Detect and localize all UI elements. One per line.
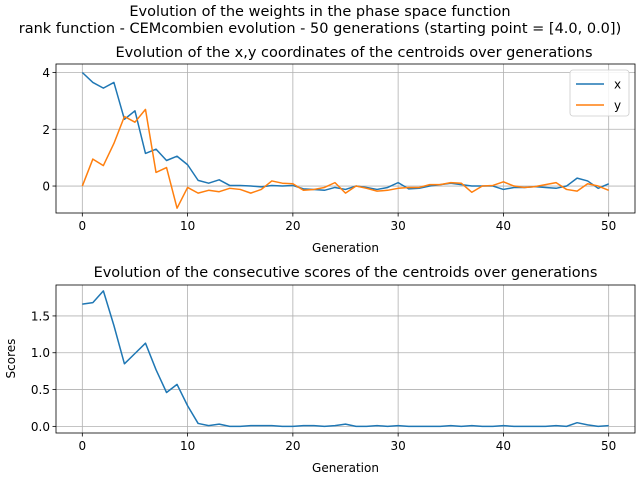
legend-label-x: x xyxy=(614,78,621,92)
score-chart: Evolution of the consecutive scores of t… xyxy=(4,265,636,475)
figure-suptitle-line2: rank function - CEMcombien evolution - 5… xyxy=(19,21,621,37)
y-tick-label: 1.5 xyxy=(31,309,50,323)
plot-frame xyxy=(55,284,636,434)
figure-suptitle-line1: Evolution of the weights in the phase sp… xyxy=(129,4,510,20)
x-axis-label: Generation xyxy=(312,241,379,255)
x-tick-label: 10 xyxy=(180,219,195,233)
y-axis-label: Scores xyxy=(4,339,18,379)
x-tick-label: 30 xyxy=(390,439,405,453)
x-tick-label: 50 xyxy=(601,439,616,453)
series-line-y xyxy=(81,108,609,209)
x-tick-label: 10 xyxy=(180,439,195,453)
legend: xy xyxy=(569,69,630,117)
plot-frame xyxy=(55,63,636,214)
series-line-score xyxy=(82,290,609,428)
series-line-x xyxy=(81,71,609,192)
x-tick-label: 0 xyxy=(78,439,86,453)
x-tick-label: 20 xyxy=(285,219,300,233)
legend-label-y: y xyxy=(614,99,621,113)
x-tick-label: 0 xyxy=(78,219,86,233)
xy-centroid-chart: Evolution of the x,y coordinates of the … xyxy=(42,45,636,255)
x-tick-label: 40 xyxy=(496,439,511,453)
x-axis-label: Generation xyxy=(312,461,379,475)
chart-title: Evolution of the consecutive scores of t… xyxy=(94,265,598,281)
x-tick-label: 20 xyxy=(285,439,300,453)
x-tick-label: 40 xyxy=(496,219,511,233)
chart-title: Evolution of the x,y coordinates of the … xyxy=(115,45,592,61)
y-tick-label: 0 xyxy=(42,180,50,194)
y-tick-label: 2 xyxy=(42,123,50,137)
y-tick-label: 0.5 xyxy=(31,383,50,397)
x-tick-label: 50 xyxy=(601,219,616,233)
y-tick-label: 4 xyxy=(42,66,50,80)
x-tick-label: 30 xyxy=(390,219,405,233)
y-tick-label: 0.0 xyxy=(31,420,50,434)
y-tick-label: 1.0 xyxy=(31,346,50,360)
